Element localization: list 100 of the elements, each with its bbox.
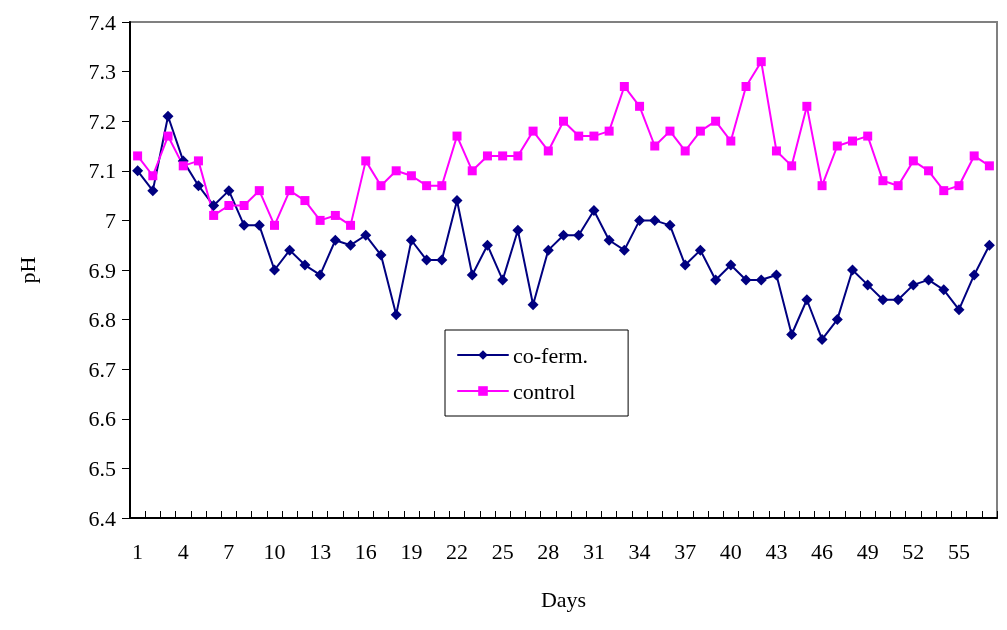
- point: [954, 181, 964, 191]
- point: [193, 156, 203, 166]
- point: [482, 151, 492, 161]
- point: [513, 151, 523, 161]
- point: [939, 186, 949, 196]
- point: [816, 333, 828, 345]
- point: [133, 151, 143, 161]
- point: [802, 101, 812, 111]
- x-tick-label: 16: [354, 538, 377, 564]
- x-tick-label: 40: [719, 538, 742, 564]
- x-tick-label: 4: [177, 538, 189, 564]
- point: [238, 219, 250, 231]
- point: [573, 229, 585, 241]
- point: [650, 141, 660, 151]
- point: [832, 141, 842, 151]
- point: [269, 264, 280, 276]
- point: [726, 136, 736, 146]
- y-tick-label: 6.8: [88, 307, 116, 333]
- point: [300, 196, 310, 206]
- point: [192, 180, 204, 192]
- y-tick-label: 6.6: [88, 406, 116, 432]
- point: [481, 239, 493, 251]
- point: [285, 186, 295, 196]
- x-tick-label: 25: [491, 538, 514, 564]
- point: [589, 131, 599, 141]
- point: [361, 156, 371, 166]
- point: [907, 279, 919, 291]
- point: [406, 171, 416, 181]
- x-tick-label: 19: [400, 538, 423, 564]
- point: [467, 166, 477, 176]
- point: [711, 116, 721, 126]
- point: [740, 274, 752, 286]
- point: [604, 126, 614, 136]
- point: [574, 131, 584, 141]
- x-tick-label: 34: [628, 538, 651, 564]
- point: [924, 166, 934, 176]
- point: [270, 220, 279, 230]
- point: [831, 314, 843, 326]
- point: [603, 234, 615, 246]
- point: [299, 259, 311, 271]
- y-tick-label: 7.3: [88, 59, 116, 85]
- point: [147, 185, 159, 197]
- point: [635, 101, 645, 111]
- point: [178, 161, 188, 171]
- point: [209, 210, 219, 220]
- point: [862, 279, 874, 291]
- point: [314, 269, 326, 281]
- point: [466, 269, 478, 281]
- point: [375, 249, 387, 261]
- point: [390, 309, 402, 321]
- point: [542, 244, 554, 256]
- point: [558, 229, 569, 241]
- legend-label: control: [513, 378, 576, 404]
- point: [969, 151, 979, 161]
- point: [695, 126, 705, 136]
- y-tick-label: 7.1: [88, 158, 116, 184]
- point: [679, 259, 691, 271]
- point: [239, 201, 249, 211]
- point: [877, 294, 889, 306]
- point: [223, 185, 235, 197]
- point: [618, 244, 630, 256]
- point: [619, 81, 629, 91]
- point: [284, 244, 296, 256]
- point: [923, 274, 935, 286]
- point: [755, 274, 767, 286]
- point: [254, 186, 264, 196]
- y-axis-title: pH: [14, 256, 40, 284]
- point: [694, 244, 706, 256]
- point: [253, 219, 265, 231]
- point: [163, 131, 173, 141]
- x-tick-label: 49: [856, 538, 879, 564]
- point: [953, 304, 965, 316]
- point: [132, 165, 144, 177]
- point: [224, 201, 234, 211]
- point: [848, 136, 857, 146]
- point: [497, 274, 509, 286]
- point: [315, 215, 325, 225]
- point: [908, 156, 918, 166]
- point: [588, 204, 600, 216]
- point: [680, 146, 690, 156]
- point: [452, 131, 462, 141]
- y-tick-label: 7.2: [88, 108, 116, 134]
- point: [664, 219, 676, 231]
- x-tick-label: 55: [947, 538, 970, 564]
- point: [968, 269, 980, 281]
- point: [498, 151, 508, 161]
- x-tick-label: 13: [309, 538, 332, 564]
- x-tick-label: 7: [223, 538, 235, 564]
- x-axis-title: Days: [540, 586, 587, 612]
- point: [863, 131, 873, 141]
- x-tick-label: 22: [446, 538, 469, 564]
- point: [770, 269, 782, 281]
- point: [710, 274, 722, 286]
- point: [512, 224, 524, 236]
- point: [801, 294, 813, 306]
- point: [649, 214, 661, 226]
- x-tick-label: 28: [537, 538, 560, 564]
- point: [892, 294, 904, 306]
- point: [527, 299, 539, 311]
- point: [345, 239, 357, 251]
